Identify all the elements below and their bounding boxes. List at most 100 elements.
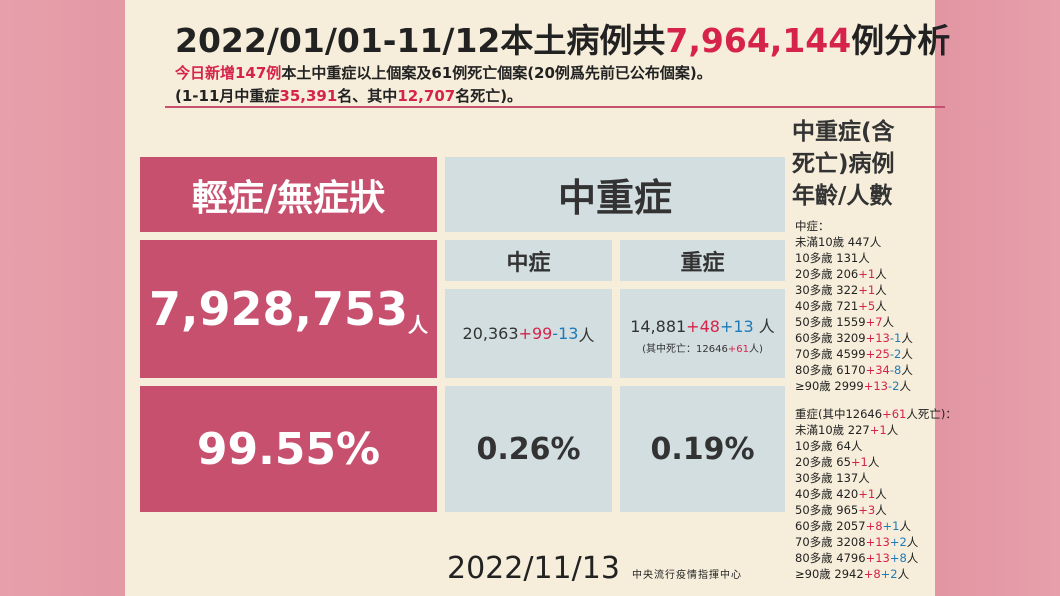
text-run: 50多歲 965: [795, 503, 859, 517]
text-run: 人: [850, 439, 863, 453]
age-row: 30多歲 137人: [795, 470, 957, 486]
age-row: 70多歲 4599+25-2人: [795, 346, 913, 362]
text-run: ≥90歲 2942: [795, 567, 864, 581]
text-run: +13: [719, 316, 754, 336]
text-run: 70多歲 3208: [795, 535, 866, 549]
text-run: 人: [875, 487, 887, 501]
mild-count: 7,928,753 人: [140, 240, 437, 378]
text-run: 人: [875, 283, 887, 297]
text-run: +13: [863, 379, 888, 393]
text-run: 60多歲 2057: [795, 519, 866, 533]
age-row: 80多歲 4796+13+8人: [795, 550, 957, 566]
text-run: 10多歲 64: [795, 439, 851, 453]
mild-pct: 99.55%: [140, 386, 437, 512]
text-run: +1: [858, 487, 876, 501]
age-row: ≥90歲 2942+8+2人: [795, 566, 957, 582]
text-run: 20多歲 65: [795, 455, 851, 469]
age-row: 60多歲 2057+8+1人: [795, 518, 957, 534]
critical-count: 14,881+48+13 人: [630, 313, 775, 337]
text-run: 40多歲 420: [795, 487, 859, 501]
text-run: +34: [865, 363, 890, 377]
text-run: 人: [858, 251, 870, 265]
critical-rows: 未滿10歲 227+1人 10多歲 64人 20多歲 65+1人 30多歲 137人 4…: [795, 422, 957, 582]
text-run: -2: [887, 379, 900, 393]
critical-cell: 14,881+48+13 人 (其中死亡：12646+61人): [620, 289, 785, 378]
severe-header: 中重症: [445, 157, 785, 232]
text-run: +1: [850, 455, 868, 469]
critical-label: 重症: [620, 240, 785, 281]
age-row: 20多歲 65+1人: [795, 454, 957, 470]
age-row: 60多歲 3209+13-1人: [795, 330, 913, 346]
critical-note: (其中死亡：12646+61人): [642, 340, 763, 355]
text-run: 14,881: [630, 316, 687, 336]
text-run: 10多歲 131: [795, 251, 859, 265]
text-run: +25: [865, 347, 890, 361]
text-run: +8: [889, 551, 907, 565]
title-line: 年齡/人數: [792, 183, 893, 209]
text-run: 人: [882, 315, 895, 329]
age-row: 40多歲 721+5人: [795, 298, 913, 314]
mild-header: 輕症/無症狀: [140, 157, 437, 232]
text-run: 人: [875, 299, 887, 313]
text-run: 40多歲 721: [795, 299, 859, 313]
text-run: -1: [889, 331, 902, 345]
text-run: +13: [865, 535, 890, 549]
age-row: 70多歲 3208+13+2人: [795, 534, 957, 550]
subtitle: (1-11月中重症35,391名、其中12,707名死亡)。: [175, 85, 522, 106]
text-run: 人: [869, 235, 882, 249]
age-row: 30多歲 322+1人: [795, 282, 913, 298]
moderate-rows: 未滿10歲 447人 10多歲 131人 20多歲 206+1人 30多歲 322+1…: [795, 234, 913, 394]
text-run: -8: [889, 363, 902, 377]
age-row: 50多歲 1559+7人: [795, 314, 913, 330]
text-run: +13: [865, 551, 890, 565]
age-row: 未滿10歲 447人: [795, 234, 913, 250]
text-run: 人: [899, 519, 911, 533]
text-run: 今日新增147例: [175, 64, 282, 82]
text-run: 人: [901, 331, 913, 345]
age-row: 80多歲 6170+34-8人: [795, 362, 913, 378]
age-row: 10多歲 64人: [795, 438, 957, 454]
text-run: 人: [906, 551, 919, 565]
text-run: 人: [901, 363, 913, 377]
text-run: 名、其中: [337, 87, 398, 105]
text-run: 人: [408, 313, 428, 337]
text-run: 7,964,144: [665, 21, 852, 60]
text-run: 本土中重症以上個案及61例死亡個案(20例爲先前已公布個案)。: [281, 64, 712, 82]
text-run: 人: [875, 267, 887, 281]
text-run: 20多歲 206: [795, 267, 859, 281]
text-run: 50多歲 1559: [795, 315, 866, 329]
text-run: 人: [858, 471, 870, 485]
text-run: +99: [518, 324, 553, 343]
moderate-list: 中症： 未滿10歲 447人 10多歲 131人 20多歲 206+1人 30多歲 3…: [795, 218, 913, 394]
text-run: 35,391: [279, 87, 338, 105]
text-run: +5: [858, 299, 876, 313]
text-run: +1: [869, 423, 887, 437]
text-run: 人: [901, 347, 913, 361]
title-line: 死亡)病例: [792, 151, 895, 177]
text-run: 60多歲 3209: [795, 331, 866, 345]
text-run: 人: [578, 325, 595, 345]
critical-list: 重症(其中12646+61人死亡)： 未滿10歲 227+1人 10多歲 64人 2…: [795, 406, 957, 582]
text-run: 人: [886, 423, 899, 437]
source: 中央流行疫情指揮中心: [632, 570, 742, 581]
text-run: (1-11月中重症: [175, 87, 280, 105]
text-run: +2: [880, 567, 898, 581]
text-run: 30多歲 137: [795, 471, 859, 485]
text-run: +61: [727, 343, 749, 355]
text-run: 重症(其中12646: [795, 407, 883, 421]
critical-heading: 重症(其中12646+61人死亡)：: [795, 406, 957, 422]
text-run: +8: [865, 519, 883, 533]
text-run: 例分析: [851, 21, 951, 60]
text-run: 12,707: [397, 87, 456, 105]
text-run: 人: [867, 455, 880, 469]
subtitle: 今日新增147例本土中重症以上個案及61例死亡個案(20例爲先前已公布個案)。: [175, 62, 712, 83]
text-run: -13: [552, 324, 579, 343]
text-run: +13: [865, 331, 890, 345]
age-row: 20多歲 206+1人: [795, 266, 913, 282]
title: 2022/01/01-11/12本土病例共7,964,144例分析: [175, 14, 950, 62]
text-run: 人: [897, 567, 910, 581]
text-run: +61: [882, 407, 907, 421]
text-run: 名死亡)。: [455, 87, 523, 105]
text-run: 未滿10歲 447: [795, 235, 870, 249]
